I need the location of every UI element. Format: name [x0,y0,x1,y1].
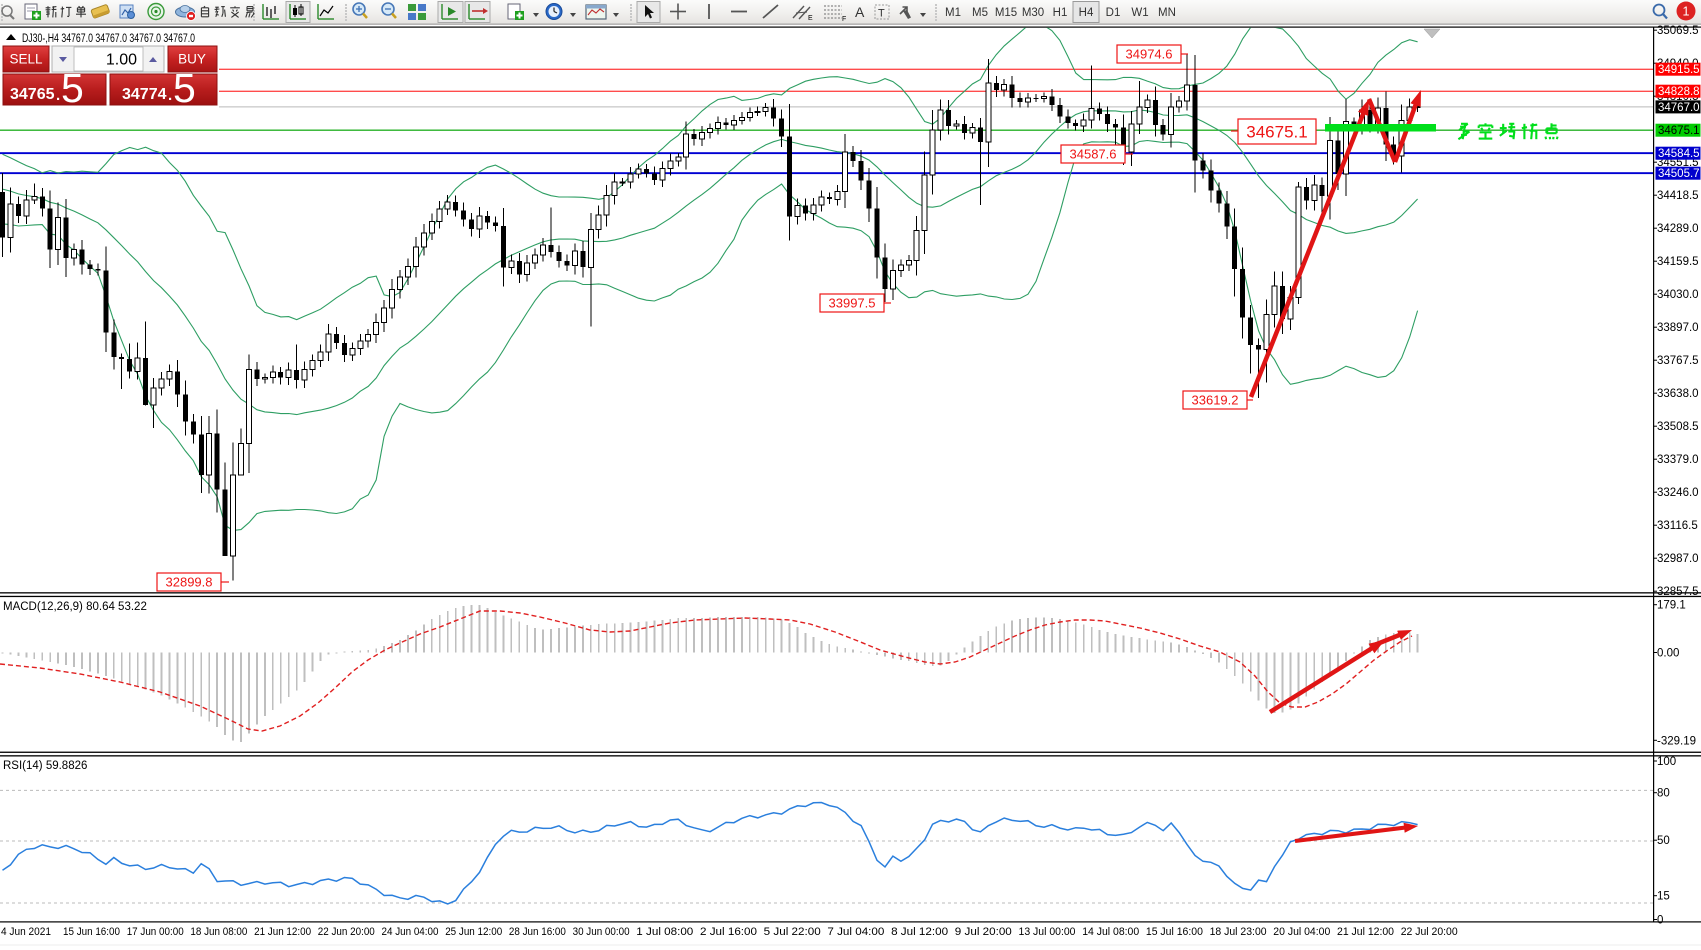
svg-text:T: T [878,8,885,20]
svg-text:9 Jul 20:00: 9 Jul 20:00 [955,926,1012,938]
svg-text:15 Jun 16:00: 15 Jun 16:00 [63,926,120,938]
svg-text:34418.5: 34418.5 [1657,190,1699,202]
svg-text:24 Jun 04:00: 24 Jun 04:00 [382,926,439,938]
svg-text:28 Jun 16:00: 28 Jun 16:00 [509,926,566,938]
svg-text:34774: 34774 [122,86,167,103]
svg-text:34587.6: 34587.6 [1070,147,1117,162]
svg-text:20 Jul 04:00: 20 Jul 04:00 [1273,926,1330,938]
svg-text:33246.0: 33246.0 [1657,487,1699,499]
svg-text:0: 0 [1657,915,1663,927]
svg-text:14 Jul 08:00: 14 Jul 08:00 [1082,926,1139,938]
svg-text:8 Jul 12:00: 8 Jul 12:00 [891,926,948,938]
svg-text:MACD(12,26,9) 80.64 53.22: MACD(12,26,9) 80.64 53.22 [3,601,147,613]
svg-text:5: 5 [61,65,84,111]
svg-text:W1: W1 [1131,7,1148,19]
svg-text:RSI(14) 59.8826: RSI(14) 59.8826 [3,760,87,772]
svg-text:33379.0: 33379.0 [1657,454,1699,466]
svg-text:M5: M5 [972,7,988,19]
svg-text:34159.5: 34159.5 [1657,256,1699,268]
svg-text:2 Jul 16:00: 2 Jul 16:00 [700,926,757,938]
svg-text:4 Jun 2021: 4 Jun 2021 [1,926,51,938]
svg-text:15 Jul 16:00: 15 Jul 16:00 [1146,926,1203,938]
svg-text:M1: M1 [945,7,961,19]
svg-text:34915.5: 34915.5 [1658,64,1700,76]
svg-text:22 Jun 20:00: 22 Jun 20:00 [318,926,375,938]
svg-text:5 Jul 22:00: 5 Jul 22:00 [764,926,821,938]
svg-text:25 Jun 12:00: 25 Jun 12:00 [445,926,502,938]
svg-text:1 Jul 08:00: 1 Jul 08:00 [636,926,693,938]
svg-text:5: 5 [173,65,196,111]
svg-text:15: 15 [1657,891,1670,903]
svg-text:1: 1 [1683,5,1690,19]
svg-text:M30: M30 [1022,7,1044,19]
svg-text:H4: H4 [1079,7,1094,19]
svg-text:0.00: 0.00 [1657,648,1679,660]
svg-text:.: . [168,87,172,104]
svg-text:7 Jul 04:00: 7 Jul 04:00 [827,926,884,938]
svg-text:35069.5: 35069.5 [1657,25,1699,37]
svg-text:1.00: 1.00 [106,52,137,69]
svg-text:34505.7: 34505.7 [1658,168,1700,180]
svg-text:32987.0: 32987.0 [1657,553,1699,565]
svg-text:32857.5: 32857.5 [1657,586,1699,598]
svg-text:M15: M15 [995,7,1017,19]
svg-text:34675.1: 34675.1 [1246,123,1307,142]
svg-text:50: 50 [1657,835,1670,847]
svg-text:34828.8: 34828.8 [1658,86,1700,98]
svg-text:SELL: SELL [9,52,43,67]
svg-text:34765: 34765 [10,86,55,103]
svg-text:H1: H1 [1053,7,1068,19]
svg-text:30 Jun 00:00: 30 Jun 00:00 [573,926,630,938]
svg-text:F: F [842,16,846,23]
svg-text:33508.5: 33508.5 [1657,421,1699,433]
svg-text:34974.6: 34974.6 [1126,47,1173,62]
svg-text:18 Jul 23:00: 18 Jul 23:00 [1210,926,1267,938]
svg-text:E: E [808,15,813,22]
svg-text:13 Jul 00:00: 13 Jul 00:00 [1019,926,1076,938]
svg-text:21 Jul 12:00: 21 Jul 12:00 [1337,926,1394,938]
svg-text:D1: D1 [1106,7,1121,19]
svg-text:34030.0: 34030.0 [1657,289,1699,301]
svg-text:17 Jun 00:00: 17 Jun 00:00 [127,926,184,938]
svg-text:34584.5: 34584.5 [1658,148,1700,160]
svg-text:34767.0: 34767.0 [1658,102,1700,114]
svg-text:34289.0: 34289.0 [1657,223,1699,235]
svg-text:A: A [855,4,865,20]
svg-text:33619.2: 33619.2 [1192,393,1239,408]
svg-text:34675.1: 34675.1 [1658,125,1700,137]
svg-text:33897.0: 33897.0 [1657,322,1699,334]
svg-text:33116.5: 33116.5 [1657,520,1698,532]
svg-text:33767.5: 33767.5 [1657,355,1699,367]
svg-text:-329.19: -329.19 [1657,735,1696,747]
svg-text:32899.8: 32899.8 [166,575,213,590]
svg-text:21 Jun 12:00: 21 Jun 12:00 [254,926,311,938]
svg-text:18 Jun 08:00: 18 Jun 08:00 [190,926,247,938]
svg-text:34551.5: 34551.5 [1657,157,1699,169]
svg-text:MN: MN [1158,7,1176,19]
svg-text:BUY: BUY [178,52,206,67]
svg-text:.: . [56,87,60,104]
svg-text:DJ30-,H4 34767.0 34767.0 3476: DJ30-,H4 34767.0 34767.0 34767.0 34767.0 [22,33,195,45]
svg-text:33997.5: 33997.5 [829,296,876,311]
svg-text:179.1: 179.1 [1657,600,1686,612]
svg-text:80: 80 [1657,788,1670,800]
svg-text:22 Jul 20:00: 22 Jul 20:00 [1401,926,1458,938]
svg-text:100: 100 [1657,756,1676,768]
svg-text:33638.0: 33638.0 [1657,388,1699,400]
